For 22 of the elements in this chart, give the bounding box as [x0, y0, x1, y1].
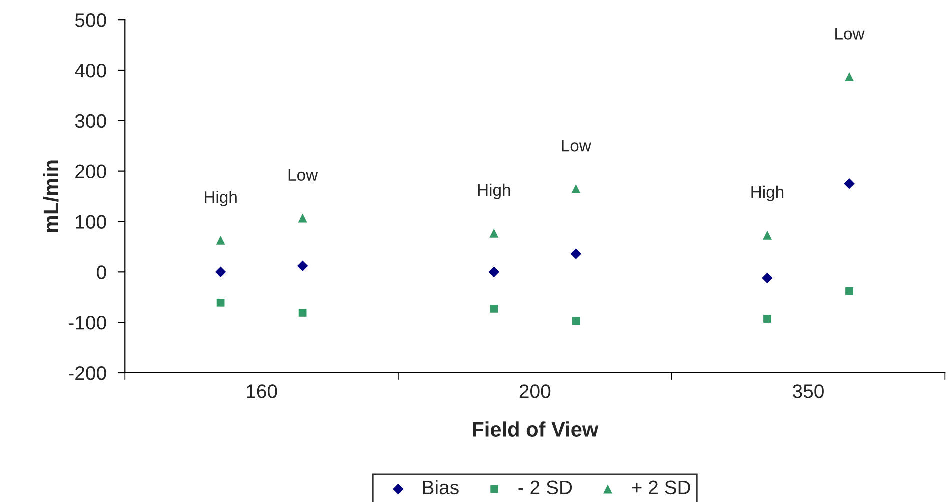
x-axis-title: Field of View [473, 422, 599, 437]
y-tick-label: 0 [97, 266, 106, 280]
y-tick-label: 400 [75, 64, 106, 78]
y-axis-title: mL/min [43, 160, 59, 232]
y-tick-label: 200 [76, 164, 106, 179]
y-tick-label: -100 [69, 316, 106, 330]
legend-label: Bias [423, 480, 459, 495]
y-tick-label: -200 [69, 366, 106, 380]
x-tick-label: 200 [520, 384, 551, 398]
annotation: High [205, 190, 237, 206]
x-tick-label: 350 [793, 384, 824, 398]
annotation: High [752, 186, 784, 202]
x-tick-label: 160 [247, 384, 278, 398]
annotation: Low [288, 169, 318, 182]
y-tick-label: 100 [76, 215, 106, 229]
annotation: Low [562, 140, 592, 152]
legend-label: - 2 SD [518, 480, 572, 495]
annotation: Low [836, 28, 865, 40]
y-tick-label: 300 [75, 114, 106, 128]
y-tick-label: 500 [75, 14, 106, 28]
legend-label: + 2 SD [632, 480, 690, 495]
annotation: High [478, 184, 510, 200]
